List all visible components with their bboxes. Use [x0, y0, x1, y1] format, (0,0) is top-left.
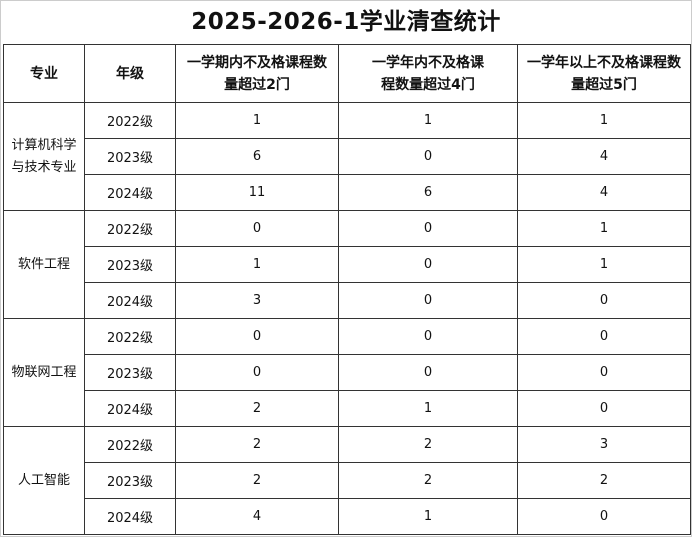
count-cell: 0 [517, 390, 691, 427]
count-cell: 0 [517, 354, 691, 391]
count-cell: 1 [175, 246, 339, 283]
count-cell: 4 [517, 138, 691, 175]
count-cell: 1 [517, 102, 691, 139]
count-cell: 0 [175, 354, 339, 391]
table-row: 2023级 6 0 4 [4, 138, 691, 175]
grade-cell: 2022级 [84, 426, 176, 463]
table-row: 2023级 0 0 0 [4, 354, 691, 391]
count-cell: 11 [175, 174, 339, 211]
grade-cell: 2023级 [84, 246, 176, 283]
count-cell: 2 [175, 462, 339, 499]
major-cell: 物联网工程 [3, 318, 85, 427]
count-cell: 4 [175, 498, 339, 535]
major-cell: 人工智能 [3, 426, 85, 535]
table-row: 2023级 2 2 2 [4, 462, 691, 499]
count-cell: 0 [338, 246, 518, 283]
table-row: 软件工程 2022级 0 0 1 [3, 210, 691, 319]
count-cell: 0 [517, 318, 691, 355]
major-cell: 软件工程 [3, 210, 85, 319]
count-cell: 2 [338, 426, 518, 463]
count-cell: 6 [338, 174, 518, 211]
count-cell: 0 [338, 210, 518, 247]
count-cell: 1 [517, 210, 691, 247]
count-cell: 2 [517, 462, 691, 499]
statistics-table: 专业 年级 一学期内不及格课程数量超过2门 一学年内不及格课程数量超过4门 一学… [3, 44, 691, 535]
table-row: 人工智能 2022级 2 2 3 [3, 426, 691, 535]
count-cell: 1 [175, 102, 339, 139]
header-major: 专业 [3, 44, 85, 103]
grade-cell: 2024级 [84, 282, 176, 319]
count-cell: 1 [338, 390, 518, 427]
grade-cell: 2022级 [84, 210, 176, 247]
count-cell: 0 [338, 138, 518, 175]
count-cell: 1 [338, 102, 518, 139]
table-row: 2023级 1 0 1 [4, 246, 691, 283]
count-cell: 4 [517, 174, 691, 211]
table-row: 2024级 3 0 0 [4, 282, 691, 319]
table-row: 物联网工程 2022级 0 0 0 [3, 318, 691, 427]
grade-cell: 2023级 [84, 354, 176, 391]
count-cell: 2 [175, 390, 339, 427]
count-cell: 0 [517, 282, 691, 319]
grade-cell: 2024级 [84, 174, 176, 211]
count-cell: 0 [175, 210, 339, 247]
grade-cell: 2023级 [84, 138, 176, 175]
header-multiyear-over-5: 一学年以上不及格课程数量超过5门 [517, 44, 691, 103]
header-row: 专业 年级 一学期内不及格课程数量超过2门 一学年内不及格课程数量超过4门 一学… [3, 44, 691, 103]
count-cell: 0 [338, 354, 518, 391]
grade-cell: 2022级 [84, 318, 176, 355]
count-cell: 1 [517, 246, 691, 283]
header-semester-over-2: 一学期内不及格课程数量超过2门 [175, 44, 339, 103]
count-cell: 6 [175, 138, 339, 175]
count-cell: 0 [338, 282, 518, 319]
major-cell: 计算机科学与技术专业 [3, 102, 85, 211]
grade-cell: 2023级 [84, 462, 176, 499]
count-cell: 1 [338, 498, 518, 535]
count-cell: 2 [175, 426, 339, 463]
count-cell: 0 [175, 318, 339, 355]
table-row: 2024级 11 6 4 [4, 174, 691, 211]
count-cell: 0 [517, 498, 691, 535]
header-year-over-4: 一学年内不及格课程数量超过4门 [338, 44, 518, 103]
header-grade: 年级 [84, 44, 176, 103]
count-cell: 3 [517, 426, 691, 463]
page-title: 2025-2026-1学业清查统计 [191, 9, 501, 35]
table-row: 2024级 2 1 0 [4, 390, 691, 427]
count-cell: 3 [175, 282, 339, 319]
count-cell: 0 [338, 318, 518, 355]
grade-cell: 2024级 [84, 498, 176, 535]
grade-cell: 2022级 [84, 102, 176, 139]
count-cell: 2 [338, 462, 518, 499]
table-row: 2024级 4 1 0 [4, 498, 691, 535]
table-row: 计算机科学与技术专业 2022级 1 1 1 [3, 102, 691, 211]
grade-cell: 2024级 [84, 390, 176, 427]
